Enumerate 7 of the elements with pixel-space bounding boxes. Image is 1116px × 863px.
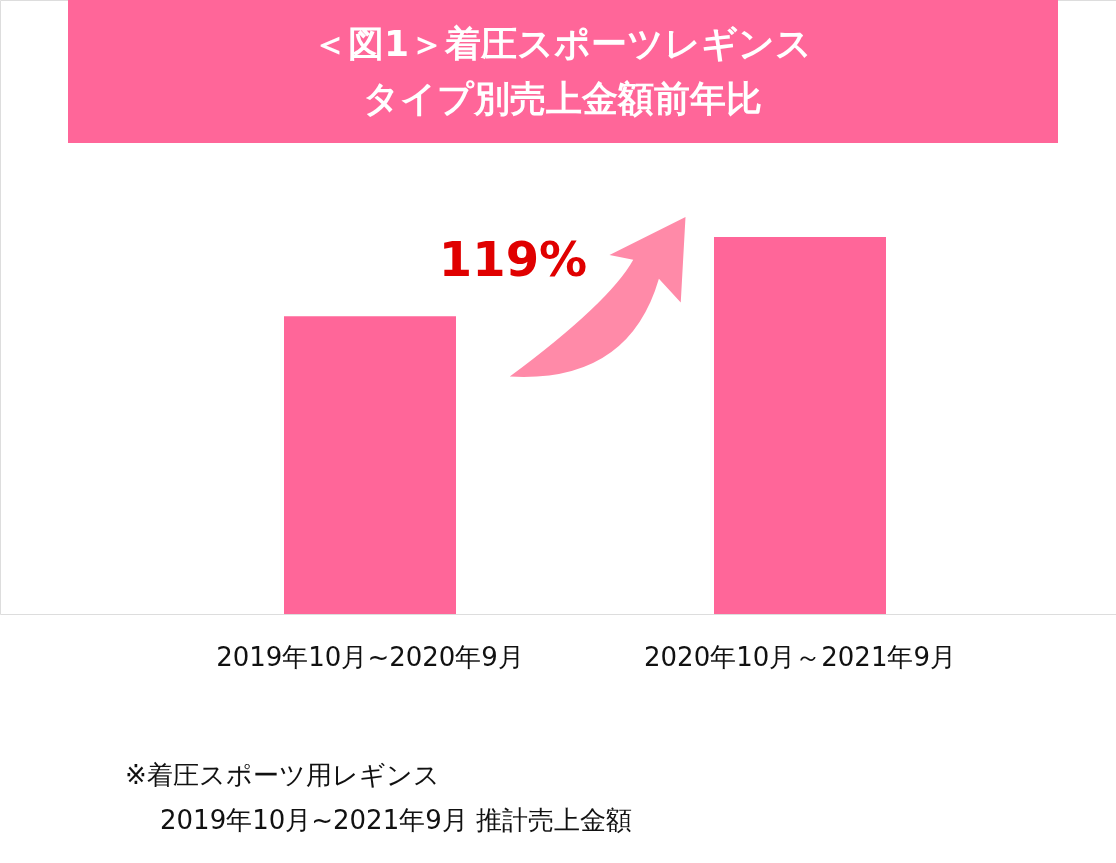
x-tick-label: 2019年10月~2020年9月	[216, 641, 524, 672]
text: ※着圧スポーツ用レギンス	[125, 760, 440, 790]
annotation: 119%	[438, 231, 588, 287]
chart-subtitle: タイプ別売上金額前年比	[362, 78, 762, 119]
text: 2019年10月~2021年9月 推計売上金額	[160, 805, 633, 835]
chart-title: ＜図1＞着圧スポーツレギンス	[311, 23, 813, 64]
x-tick-label: 2020年10月～2021年9月	[644, 641, 956, 672]
